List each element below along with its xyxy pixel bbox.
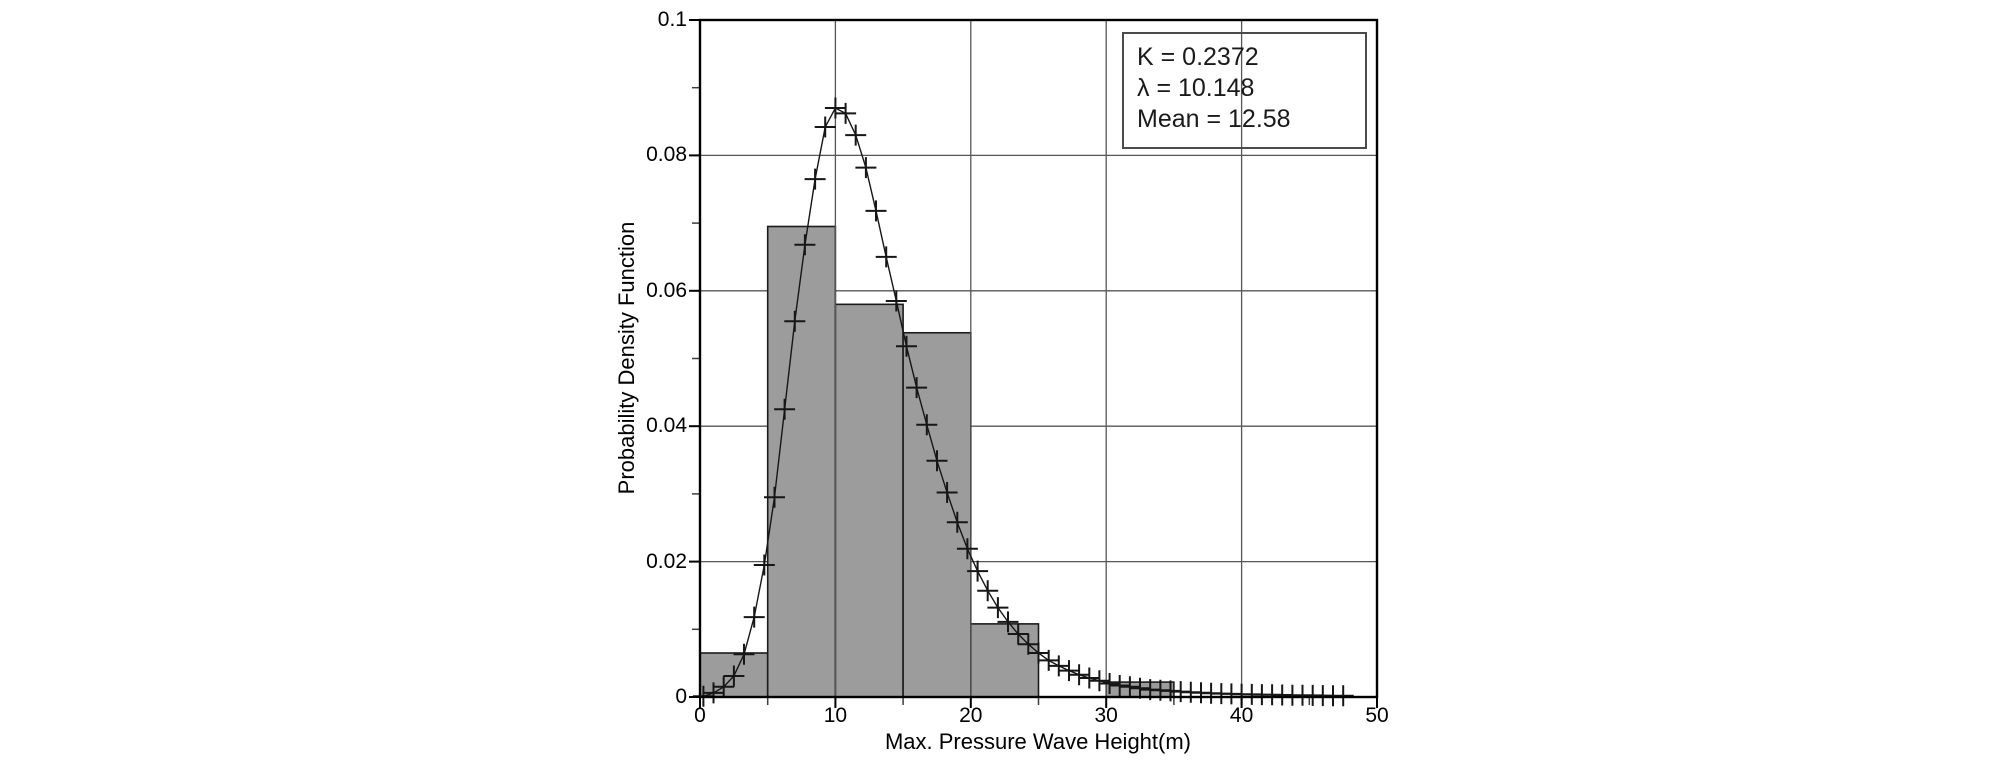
y-tick-label: 0.04 (646, 414, 687, 438)
x-tick-label: 40 (1229, 704, 1254, 727)
histogram-bar (834, 303, 904, 698)
y-tick-label: 0.08 (646, 143, 687, 167)
y-tick-label: 0 (675, 685, 687, 708)
legend-line-k: K = 0.2372 (1137, 43, 1259, 71)
x-axis-title: Max. Pressure Wave Height(m) (884, 729, 1192, 754)
x-tick-label: 20 (959, 704, 983, 727)
histogram-bar (902, 331, 972, 698)
x-tick-label: 50 (1365, 704, 1389, 727)
legend-line-mean: Mean = 12.58 (1137, 105, 1291, 133)
y-tick-label: 0.1 (657, 8, 687, 31)
y-tick-label: 0.02 (646, 549, 687, 573)
plot-frame-group (698, 18, 1379, 699)
y-axis-title: Probability Density Function (614, 221, 639, 495)
vertical-gridlines (834, 21, 1243, 696)
legend-line-lambda: λ = 10.148 (1137, 74, 1255, 102)
x-tick-label: 30 (1094, 704, 1118, 727)
x-tick-label: 0 (694, 704, 706, 727)
histogram-bar (766, 225, 837, 698)
legend-box: K = 0.2372 λ = 10.148 Mean = 12.58 (1122, 32, 1367, 149)
axis-ticks (689, 19, 1378, 708)
x-tick-label: 10 (823, 704, 848, 727)
y-tick-label: 0.06 (646, 278, 687, 302)
plot-frame (698, 18, 1379, 699)
